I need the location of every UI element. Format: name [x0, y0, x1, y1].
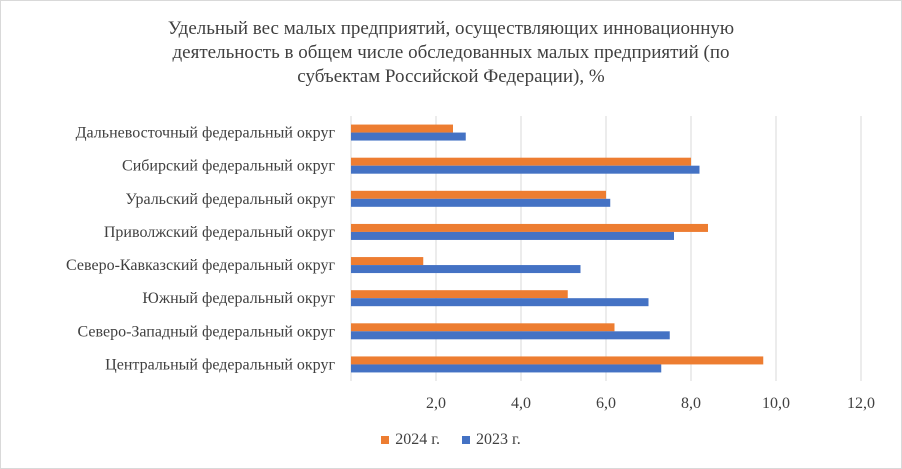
category-label: Дальневосточный федеральный округ — [76, 125, 336, 142]
bar-2024 — [351, 257, 424, 266]
bar-2024 — [351, 323, 615, 332]
legend-label-2024: 2024 г. — [395, 431, 440, 448]
bar-2023 — [351, 231, 674, 240]
chart-title-line-3: субъектам Российской Федерации), % — [297, 66, 605, 87]
chart-title-line-2: деятельность в общем числе обследованных… — [172, 42, 730, 63]
x-tick-label: 8,0 — [681, 395, 701, 412]
bar-2024 — [351, 157, 691, 166]
bar-2023 — [351, 331, 670, 340]
category-label: Сибирский федеральный округ — [122, 158, 335, 175]
x-tick-label: 2,0 — [426, 395, 446, 412]
chart-title: Удельный вес малых предприятий, осуществ… — [1, 17, 901, 89]
bar-2024 — [351, 223, 708, 232]
legend-swatch-2024 — [381, 436, 390, 444]
legend: 2024 г. 2023 г. — [1, 431, 901, 449]
x-tick-label: 6,0 — [596, 395, 616, 412]
bar-2024 — [351, 290, 568, 299]
category-label: Уральский федеральный округ — [126, 191, 336, 208]
bar-2023 — [351, 298, 649, 307]
x-tick-label: 12,0 — [847, 395, 875, 412]
chart-title-line-1: Удельный вес малых предприятий, осуществ… — [167, 18, 735, 39]
category-label: Северо-Западный федеральный округ — [78, 323, 336, 340]
bar-2023 — [351, 364, 662, 373]
bar-2023 — [351, 132, 466, 141]
category-label: Южный федеральный округ — [142, 290, 335, 307]
legend-item-2023: 2023 г. — [462, 431, 521, 449]
bar-2024 — [351, 190, 606, 199]
x-tick-label: 4,0 — [511, 395, 531, 412]
bar-2024 — [351, 356, 764, 365]
bar-2024 — [351, 124, 453, 133]
x-tick-label: 10,0 — [762, 395, 790, 412]
category-label: Центральный федеральный округ — [105, 356, 335, 373]
legend-item-2024: 2024 г. — [381, 431, 440, 449]
bar-2023 — [351, 198, 611, 207]
bar-2023 — [351, 165, 700, 174]
legend-swatch-2023 — [462, 436, 470, 444]
bar-2023 — [351, 265, 581, 274]
category-label: Приволжский федеральный округ — [104, 224, 336, 241]
legend-label-2023: 2023 г. — [476, 431, 521, 448]
category-label: Северо-Кавказский федеральный округ — [66, 257, 335, 274]
